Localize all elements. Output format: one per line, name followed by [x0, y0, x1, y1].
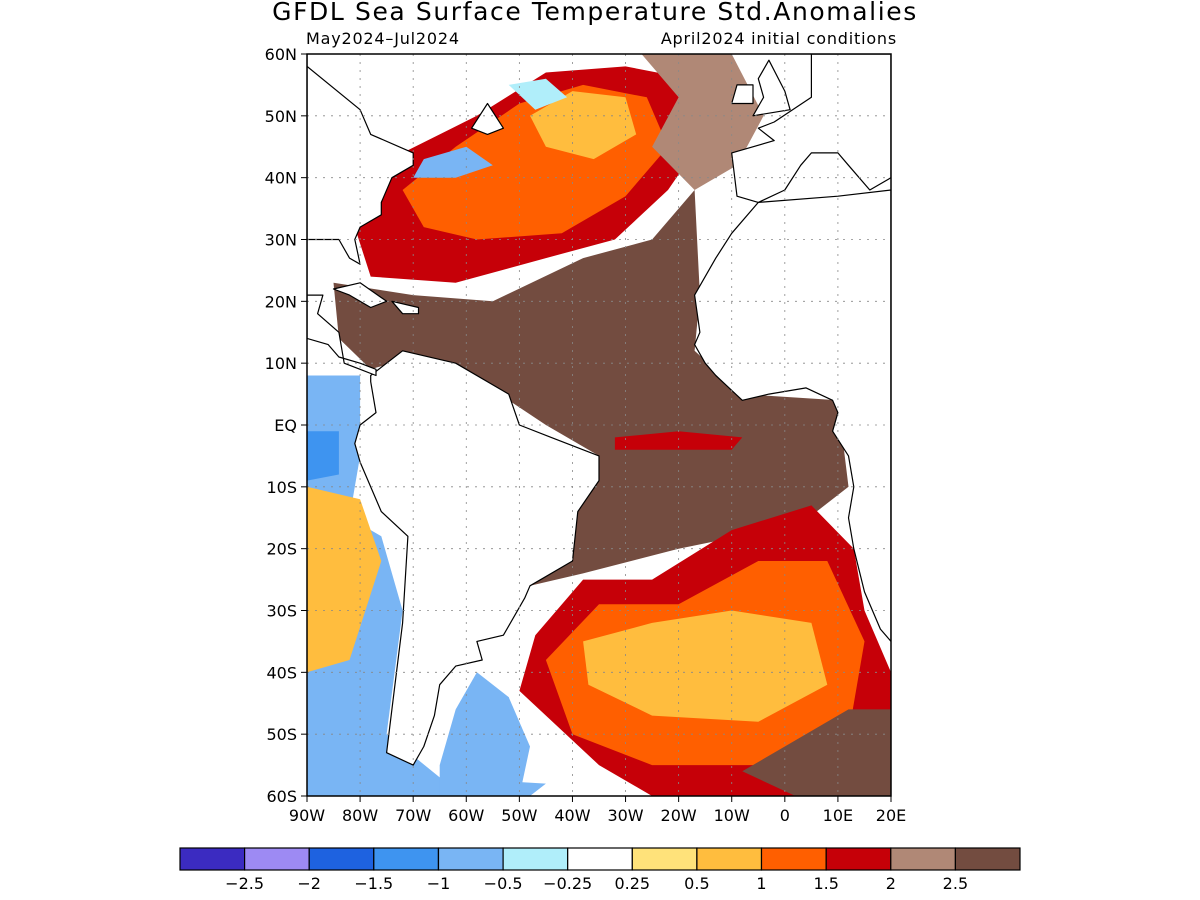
lon-tick-label: 20W — [661, 806, 697, 825]
colorbar-label: −2.5 — [225, 874, 264, 893]
land-iberia-europe — [731, 54, 891, 203]
colorbar-swatch — [954, 847, 1021, 871]
colorbar-swatch — [308, 847, 375, 871]
colorbar-label: 2 — [886, 874, 896, 893]
colorbar-label: 2.5 — [943, 874, 968, 893]
lat-tick-label: 60N — [265, 45, 297, 64]
lon-tick-label: 10W — [714, 806, 750, 825]
lon-tick-label: 60W — [448, 806, 484, 825]
lat-tick-label: 10S — [266, 478, 297, 497]
colorbar-swatch — [890, 847, 956, 871]
anomaly-region-gulf-stream-cool — [413, 146, 493, 178]
colorbar-label: −0.25 — [543, 874, 592, 893]
lat-tick-label: 20S — [266, 540, 297, 559]
lat-tick-label: 50S — [266, 725, 297, 744]
anomaly-region-pacific-warm-patch — [307, 486, 382, 673]
lat-tick-label: 20N — [265, 292, 297, 311]
land-great-britain — [752, 59, 791, 117]
anomaly-shading — [307, 54, 891, 796]
anomaly-region-north-atlantic-peak — [530, 91, 637, 160]
land-ireland — [731, 84, 754, 105]
lat-tick-label: 40S — [266, 663, 297, 682]
latitude-axis: 60N 50N 40N 30N 20N 10N EQ 10S 20S 30S 40S 50S 60S — [265, 45, 307, 806]
colorbar-swatch — [825, 847, 892, 871]
colorbar-swatch — [631, 847, 698, 871]
land-newfoundland — [471, 102, 504, 135]
colorbar-label: −0.5 — [484, 874, 523, 893]
map-title: GFDL Sea Surface Temperature Std.Anomali… — [272, 0, 918, 26]
colorbar-label: 1.5 — [813, 874, 838, 893]
lat-tick-label: 60S — [266, 787, 297, 806]
lon-tick-label: 90W — [289, 806, 325, 825]
lon-tick-label: 80W — [342, 806, 378, 825]
colorbar-label: −2 — [297, 874, 321, 893]
colorbar-swatch — [373, 847, 439, 871]
colorbar-swatch — [437, 847, 504, 871]
lat-tick-label: 10N — [265, 354, 297, 373]
anomaly-region-pacific-cool — [307, 375, 546, 796]
land-hispaniola — [391, 300, 420, 315]
graticule — [307, 54, 891, 796]
anomaly-region-tropical-atlantic-brown — [333, 190, 849, 586]
anomaly-region-equatorial-warm-tongue — [614, 431, 743, 450]
colorbar: −2.5 −2 −1.5 −1 −0.5 −0.25 0.25 0.5 1 1.5 2 2.5 — [179, 847, 1021, 893]
colorbar-swatch — [179, 847, 246, 871]
land-africa — [693, 189, 891, 643]
lat-tick-label: EQ — [274, 416, 297, 435]
lon-tick-label: 0 — [780, 806, 790, 825]
anomaly-region-pacific-cool-deep — [307, 431, 339, 481]
map-plot-area — [306, 53, 892, 797]
lat-tick-label: 50N — [265, 107, 297, 126]
lat-tick-label: 30S — [266, 602, 297, 621]
colorbar-swatch — [502, 847, 569, 871]
lon-tick-label: 40W — [554, 806, 590, 825]
colorbar-label: −1 — [427, 874, 451, 893]
colorbar-label: −1.5 — [354, 874, 393, 893]
colorbar-swatch — [760, 847, 827, 871]
lon-tick-label: 20E — [876, 806, 906, 825]
lon-tick-label: 70W — [395, 806, 431, 825]
initial-conditions-label: April2024 initial conditions — [660, 29, 897, 48]
anomaly-region-labrador-sea-cool — [508, 78, 568, 110]
lat-tick-label: 30N — [265, 231, 297, 250]
anomaly-region-southeast-brown — [742, 709, 891, 796]
anomaly-region-south-atlantic-peak — [583, 610, 828, 722]
longitude-axis: 90W 80W 70W 60W 50W 40W 30W 20W 10W 0 10E 20E — [289, 796, 906, 825]
lon-tick-label: 30W — [607, 806, 643, 825]
colorbar-label: 0.25 — [614, 874, 650, 893]
forecast-period: May2024–Jul2024 — [306, 29, 460, 48]
lon-tick-label: 10E — [823, 806, 853, 825]
lon-tick-label: 50W — [501, 806, 537, 825]
colorbar-label: 1 — [756, 874, 766, 893]
colorbar-swatch — [244, 847, 310, 871]
lat-tick-label: 40N — [265, 169, 297, 188]
colorbar-label: 0.5 — [684, 874, 709, 893]
colorbar-swatch — [696, 847, 763, 871]
colorbar-swatch — [567, 847, 633, 871]
